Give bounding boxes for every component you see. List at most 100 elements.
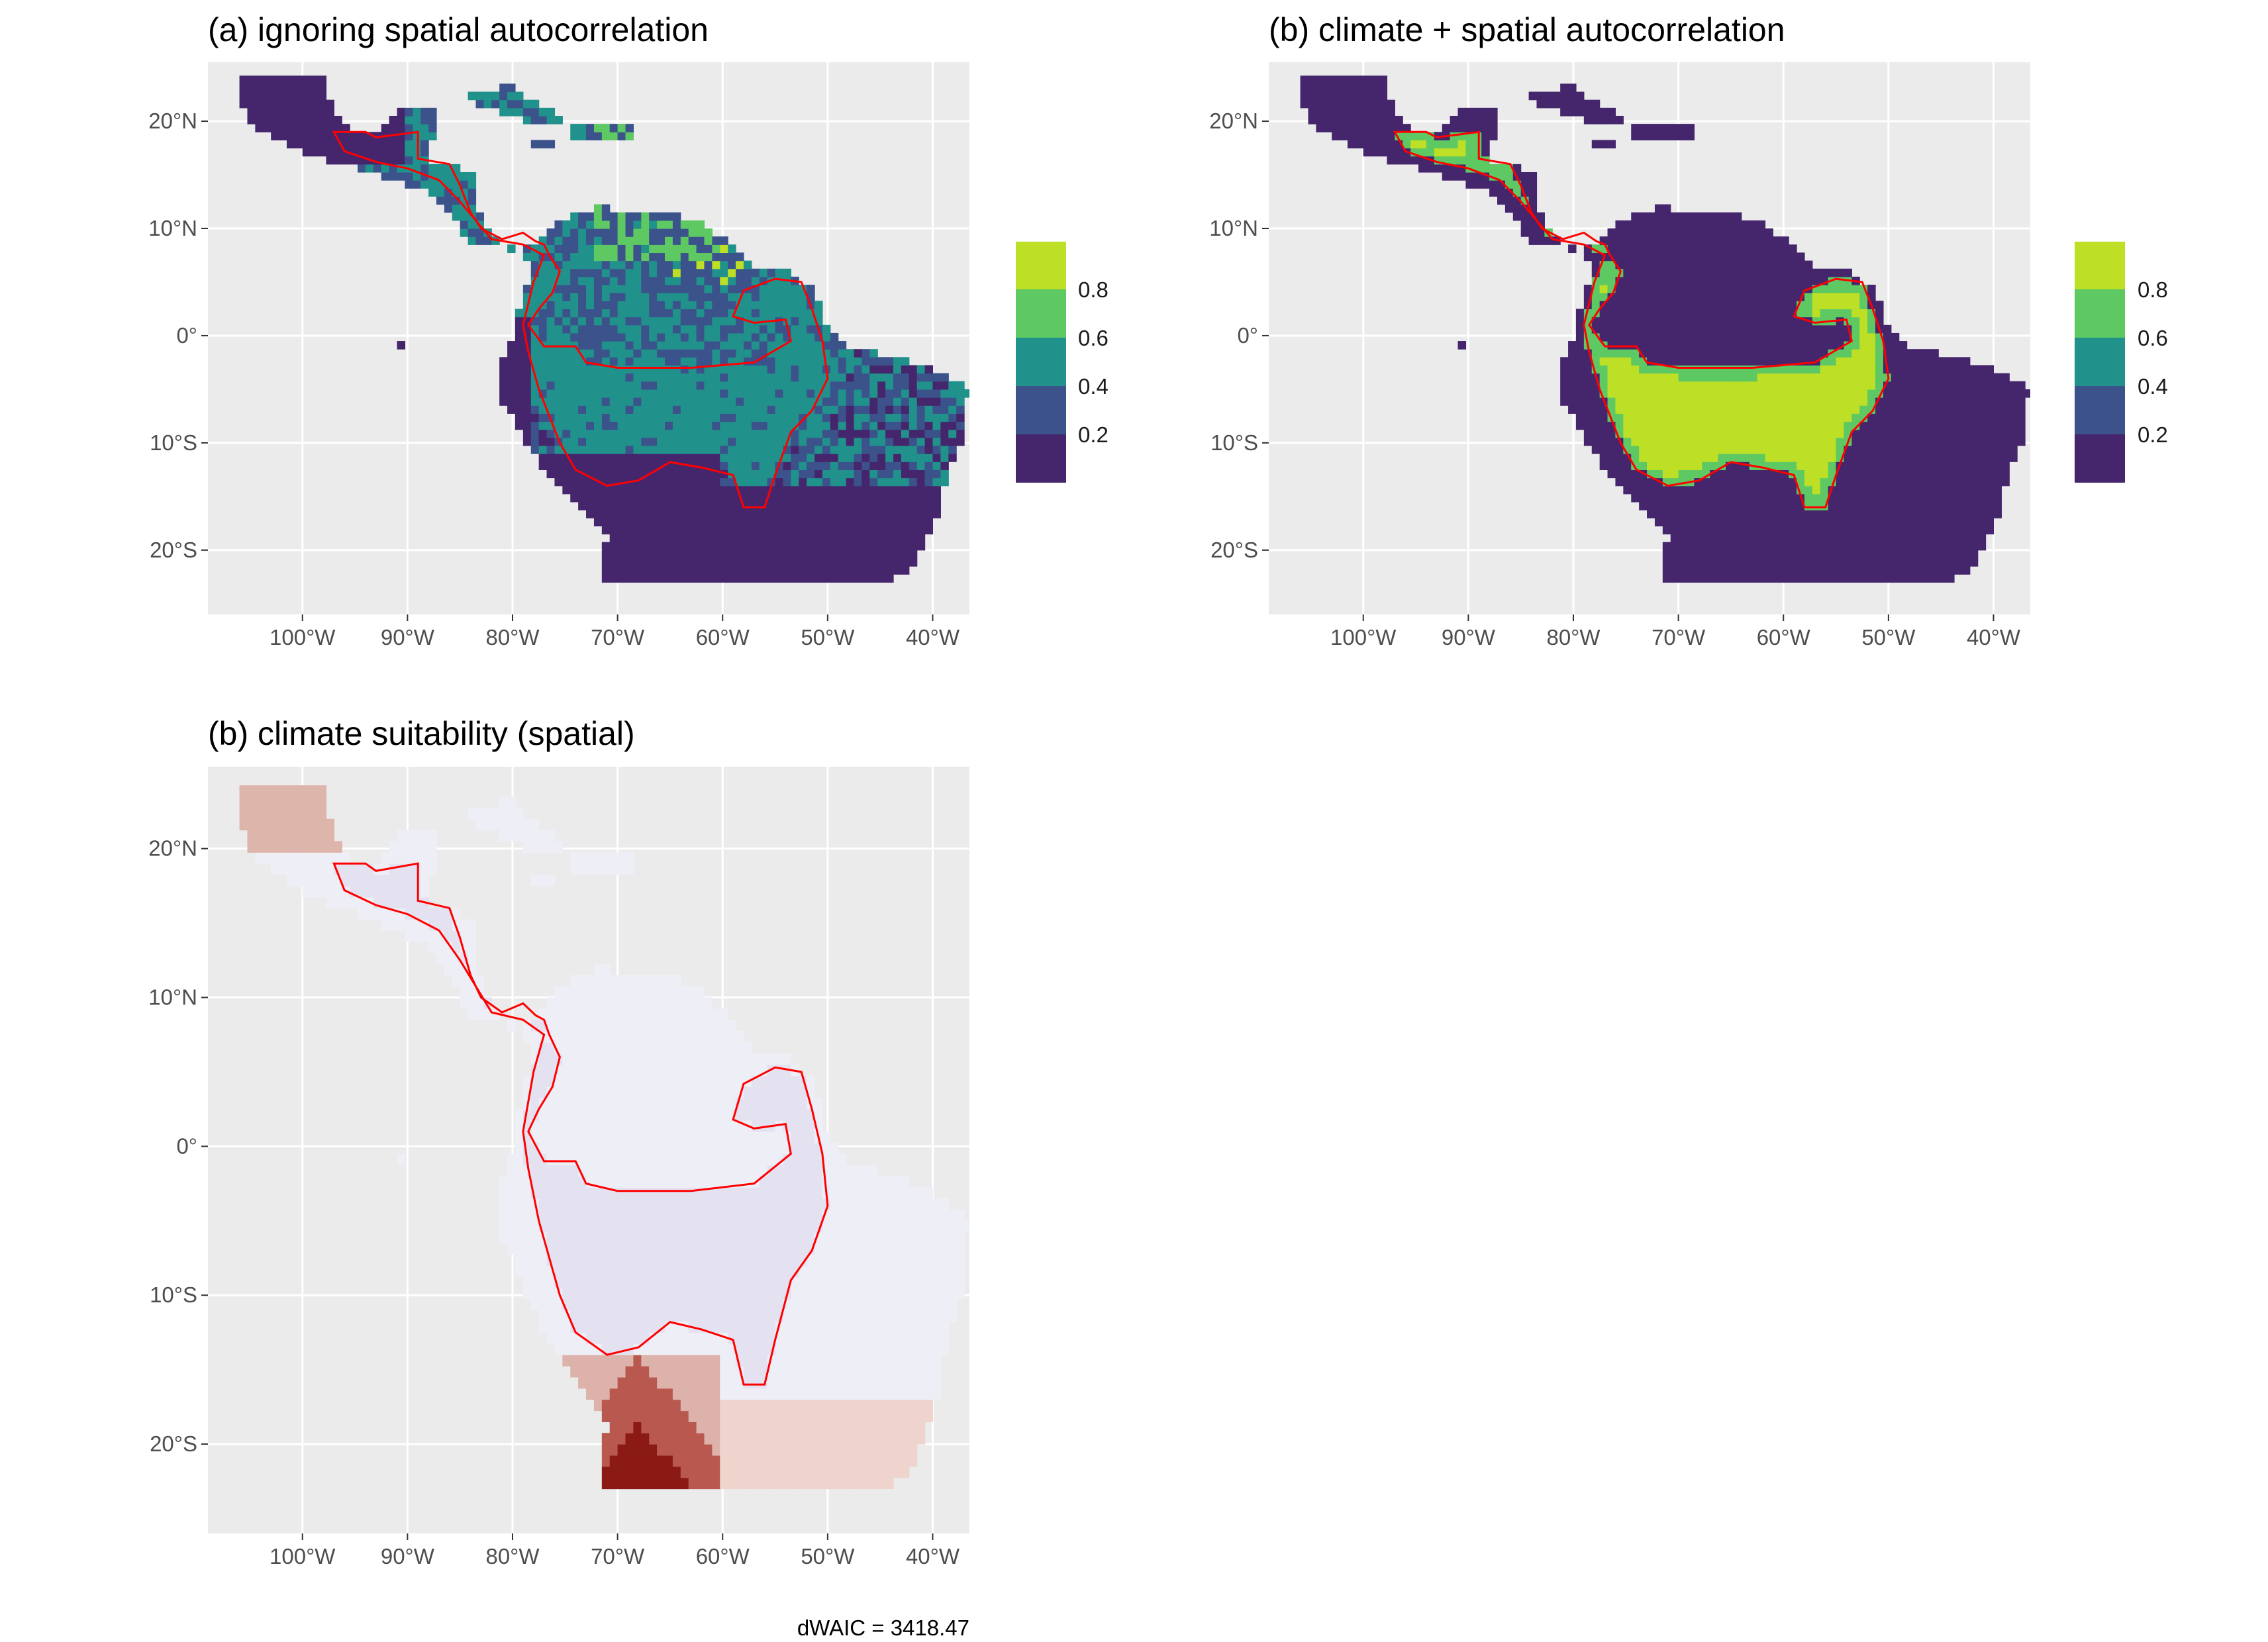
raster-cell [767,518,776,526]
raster-cell [302,115,311,124]
raster-cell [294,852,303,864]
raster-cell [885,413,894,422]
raster-cell [862,365,870,374]
raster-cell [696,454,705,462]
raster-cell [1749,381,1758,390]
raster-cell [1781,574,1789,583]
raster-cell [1938,365,1947,374]
raster-cell [538,421,548,430]
y-tick-label: 20°N [1209,109,1258,133]
raster-cell [601,293,611,301]
raster-cell [696,429,705,438]
raster-cell [1654,124,1663,132]
raster-cell [633,285,642,293]
raster-cell [869,493,878,503]
raster-cell [326,885,334,898]
raster-cell [1969,421,1979,430]
raster-cell [625,405,634,414]
raster-cell [570,389,579,398]
raster-cell [1906,413,1916,422]
raster-cell [1946,429,1955,438]
raster-cell [1883,557,1892,567]
raster-cell [538,349,548,358]
raster-cell [1615,228,1624,237]
raster-cell [554,365,563,374]
raster-cell [1631,413,1640,422]
raster-cell [838,557,847,567]
raster-cell [1710,510,1718,518]
raster-cell [326,830,334,842]
raster-cell [538,115,548,124]
raster-cell [1686,389,1695,398]
raster-cell [1465,124,1474,132]
raster-cell [578,501,587,510]
raster-cell [712,510,720,518]
raster-cell [932,485,941,495]
raster-cell [1804,365,1813,374]
raster-cell [1591,445,1601,454]
raster-cell [924,485,934,495]
raster-cell [342,863,350,875]
raster-cell [759,365,768,374]
raster-cell [1836,397,1845,406]
raster-cell [1710,373,1718,382]
raster-cell [428,115,437,124]
raster-cell [1898,542,1908,551]
raster-cell [932,389,941,398]
raster-cell [932,421,941,430]
raster-cell [1757,397,1766,406]
raster-cell [381,124,390,132]
raster-cell [830,381,839,390]
raster-cell [452,204,461,213]
raster-cell [688,421,697,430]
raster-cell [1607,316,1616,326]
raster-cell [909,373,918,382]
raster-cell [1733,341,1742,350]
raster-cell [1820,493,1829,503]
raster-cell [1536,91,1545,101]
raster-cell [649,293,658,301]
raster-cell [1757,293,1766,301]
raster-cell [1654,518,1663,526]
raster-cell [1718,413,1726,422]
raster-cell [1710,445,1718,454]
raster-cell [1797,477,1805,487]
raster-cell [759,405,768,414]
raster-cell [775,421,784,430]
raster-cell [2001,421,2010,430]
raster-cell [759,421,768,430]
raster-cell [838,413,847,422]
raster-cell [1639,381,1648,390]
raster-cell [499,1232,508,1244]
raster-cell [791,349,799,358]
raster-cell [350,863,358,875]
raster-cell [1804,429,1813,438]
raster-cell [1898,349,1908,358]
raster-cell [1828,413,1837,422]
raster-cell [901,357,910,366]
raster-cell [728,501,736,510]
raster-cell [1670,357,1679,366]
raster-cell [586,365,595,374]
raster-cell [1662,276,1671,285]
raster-cell [1859,316,1868,326]
raster-cell [1875,381,1884,390]
raster-cell [704,526,713,535]
raster-cell [538,332,548,342]
raster-cell [657,220,666,229]
raster-cell [885,493,894,503]
raster-cell [1686,236,1695,245]
raster-cell [657,324,666,334]
raster-cell [743,574,752,583]
raster-cell [869,445,878,454]
raster-cell [1851,485,1860,495]
raster-cell [294,875,303,887]
raster-cell [680,550,689,559]
raster-cell [916,461,926,470]
raster-cell [1883,461,1892,470]
raster-cell [720,550,728,559]
raster-cell [286,107,295,117]
raster-cell [1726,316,1734,326]
raster-cell [1654,389,1663,398]
raster-cell [1867,493,1876,503]
